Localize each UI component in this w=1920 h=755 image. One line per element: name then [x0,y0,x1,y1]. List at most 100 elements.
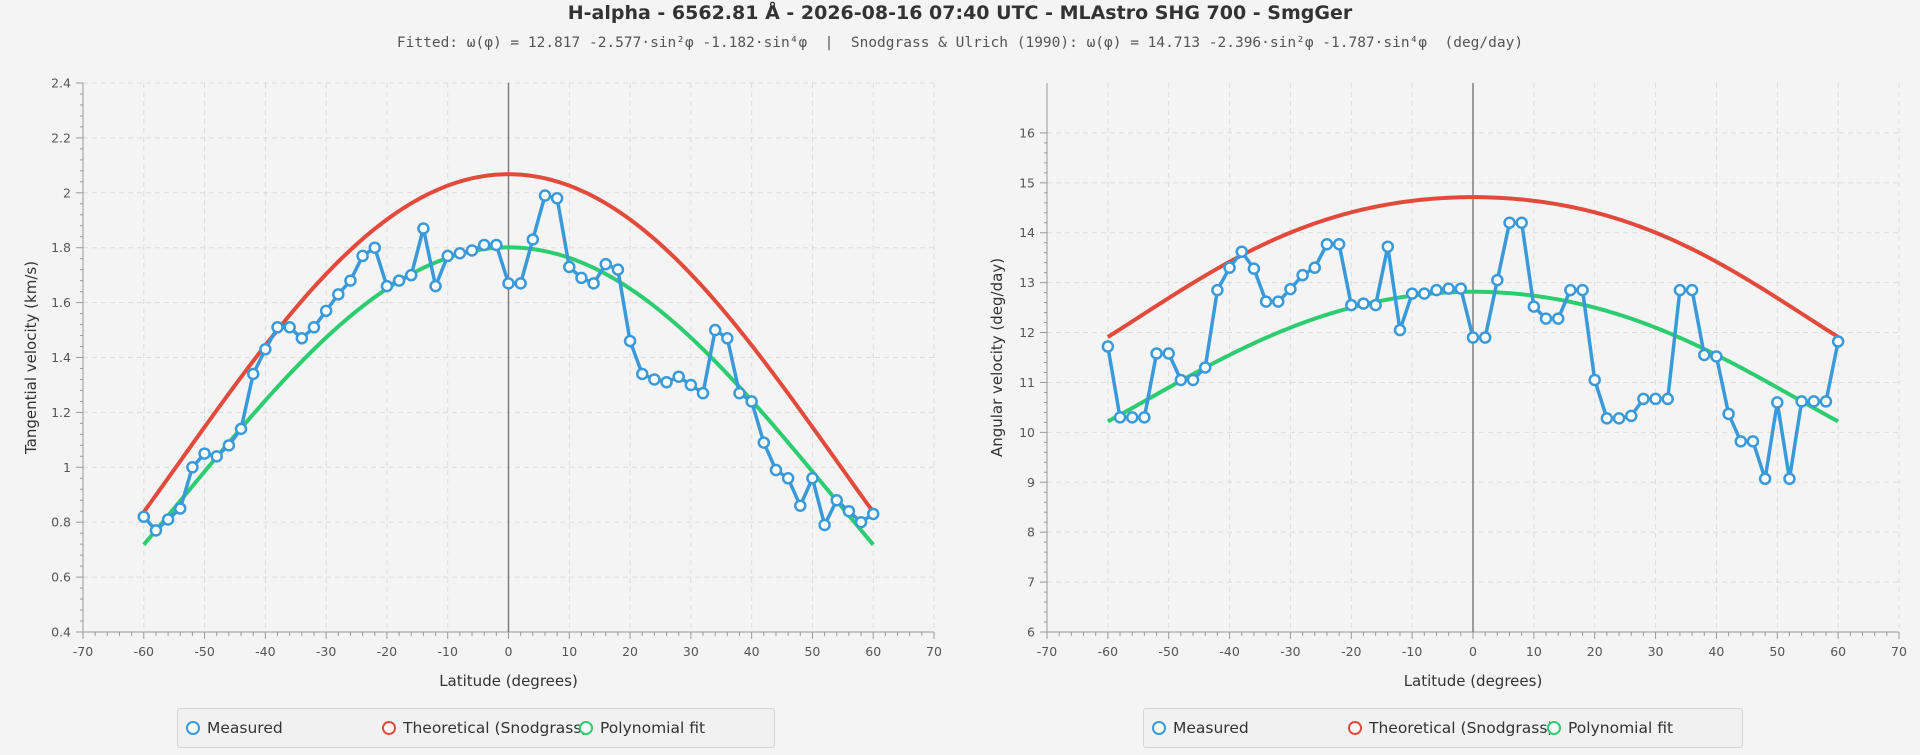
x-tick-label: 20 [1587,644,1603,659]
measured-point [441,249,454,263]
measured-point [1101,340,1115,353]
x-tick-label: -30 [316,644,336,659]
measured-point [332,288,345,301]
measured-point [1405,287,1419,300]
measured-point [684,378,698,392]
x-tick-label: -10 [1402,644,1422,659]
angular-chart-legend: Measured Theoretical (Snodgrass) Polynom… [1143,708,1743,748]
measured-point [733,386,746,400]
y-tick-label: 1.6 [51,295,71,310]
legend-label-fit: Polynomial fit [1568,719,1674,737]
measured-point [186,461,199,474]
y-tick-label: 6 [1027,625,1035,640]
measured-point [490,238,503,252]
measured-point [1259,295,1273,308]
measured-marker-icon [1152,721,1166,735]
measured-point [417,222,430,235]
measured-point [1113,411,1127,424]
measured-point [1807,395,1821,408]
legend-label-measured: Measured [207,719,283,737]
measured-point [1478,331,1492,344]
measured-point [1795,395,1808,408]
measured-point [368,241,382,254]
x-tick-label: -20 [377,644,397,659]
x-tick-label: -40 [255,644,275,659]
measured-point [319,304,333,318]
measured-point [246,367,260,381]
measured-point [1612,412,1626,425]
legend-label-fit: Polynomial fit [600,719,706,737]
measured-point [283,321,296,334]
y-tick-label: 1.2 [51,405,71,420]
measured-point [392,274,406,287]
measured-point [854,515,868,529]
measured-point [1198,361,1212,374]
measured-point [222,439,236,452]
measured-point [1588,373,1601,387]
measured-point [538,189,552,202]
measured-point [1174,373,1188,387]
legend-item-measured[interactable]: Measured [186,719,283,737]
measured-point [1783,472,1796,486]
y-axis-label: Angular velocity (deg/day) [988,258,1006,457]
x-tick-label: 50 [804,644,820,659]
chart-title: H-alpha - 6562.81 Å - 2026-08-16 07:40 U… [567,2,1353,24]
x-tick-label: -20 [1341,644,1361,659]
legend-label-measured: Measured [1173,719,1249,737]
x-tick-label: 60 [865,644,881,659]
measured-point [1223,261,1236,274]
measured-point [806,472,819,485]
legend-item-theoretical[interactable]: Theoretical (Snodgrass) [382,719,587,737]
y-tick-label: 1.4 [51,350,71,365]
y-tick-label: 0.6 [51,570,71,585]
measured-point [465,244,479,257]
measured-point [1527,300,1541,313]
measured-point [1393,323,1407,337]
legend-item-fit[interactable]: Polynomial fit [1547,719,1673,737]
y-tick-label: 14 [1019,225,1035,240]
measured-point [1235,245,1248,258]
measured-point [1211,283,1224,297]
measured-point [1503,216,1516,229]
measured-point [1551,312,1565,325]
measured-point [1308,261,1322,274]
measured-point [234,422,248,436]
x-tick-label: -50 [1159,644,1179,659]
measured-point [161,513,175,526]
measured-point [635,367,649,381]
measured-point [1758,472,1772,486]
y-tick-label: 11 [1019,375,1035,390]
measured-point [696,386,710,400]
legend-item-theoretical[interactable]: Theoretical (Snodgrass) [1348,719,1553,737]
measured-point [137,510,151,523]
measured-point [1357,297,1370,310]
measured-point [1831,335,1845,348]
measured-point [526,233,540,246]
measured-point [174,502,187,515]
x-tick-label: 0 [1469,644,1477,659]
y-tick-label: 8 [1027,525,1035,540]
measured-point [1722,407,1735,421]
measured-point [198,447,211,460]
measured-point [563,260,576,274]
fit-marker-icon [579,721,593,735]
legend-item-fit[interactable]: Polynomial fit [579,719,705,737]
measured-point [781,472,795,485]
measured-point [356,249,369,263]
measured-point [1150,347,1163,360]
angular-velocity-chart: -70 -60 -50 -40 -30 -20 -10 0 10 20 30 40 50 60 70 6 7 8 9… [988,83,1907,690]
x-tick-label: -50 [194,644,214,659]
x-tick-label: 60 [1830,644,1846,659]
measured-point [1272,295,1285,308]
measured-point [1734,435,1748,448]
x-tick-label: 10 [561,644,577,659]
measured-point [1576,283,1589,297]
x-axis-label: Latitude (degrees) [439,672,578,690]
measured-point [575,271,588,285]
x-tick-label: -40 [1219,644,1239,659]
measured-point [1418,287,1431,300]
measured-point [769,463,783,477]
y-axis-label: Tangential velocity (km/s) [22,261,40,455]
legend-item-measured[interactable]: Measured [1152,719,1249,737]
x-axis-label: Latitude (degrees) [1404,672,1543,690]
